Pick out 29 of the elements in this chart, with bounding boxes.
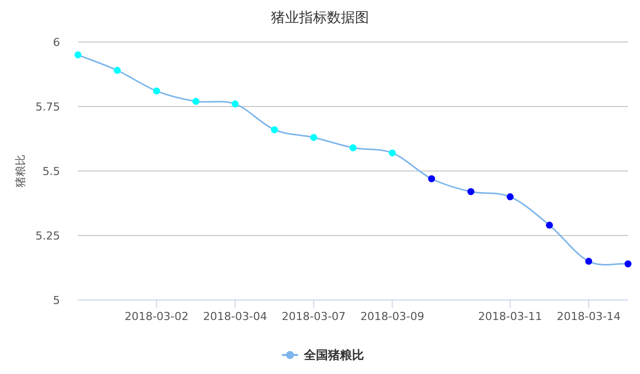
x-tick-label: 2018-03-09 bbox=[360, 310, 424, 323]
y-tick-label: 6 bbox=[53, 36, 60, 49]
y-tick-label: 5.5 bbox=[42, 165, 60, 178]
y-axis-title: 猪粮比 bbox=[14, 154, 27, 188]
legend-label: 全国猪粮比 bbox=[303, 348, 364, 362]
point bbox=[192, 98, 200, 105]
chart-title: 猪业指标数据图 bbox=[271, 10, 369, 26]
x-tick-label: 2018-03-04 bbox=[203, 310, 268, 323]
x-tick-label: 2018-03-11 bbox=[478, 310, 542, 323]
point bbox=[350, 144, 356, 152]
point bbox=[585, 258, 592, 265]
point bbox=[546, 222, 553, 229]
point bbox=[232, 100, 239, 108]
y-tick-label: 5 bbox=[53, 294, 60, 307]
point bbox=[467, 188, 474, 196]
point bbox=[153, 88, 160, 95]
point bbox=[310, 134, 318, 141]
point bbox=[270, 126, 278, 134]
x-tick-label: 2018-03-02 bbox=[124, 310, 189, 323]
x-tick-label: 2018-03-14 bbox=[556, 310, 621, 323]
point bbox=[428, 175, 436, 182]
point bbox=[624, 260, 632, 268]
point bbox=[388, 149, 396, 156]
y-tick-label: 5.75 bbox=[36, 100, 60, 114]
point bbox=[506, 193, 514, 200]
point bbox=[114, 66, 121, 74]
x-tick-label: 2018-03-07 bbox=[282, 310, 346, 323]
point bbox=[74, 51, 82, 58]
y-tick-label: 5.25 bbox=[36, 230, 60, 242]
